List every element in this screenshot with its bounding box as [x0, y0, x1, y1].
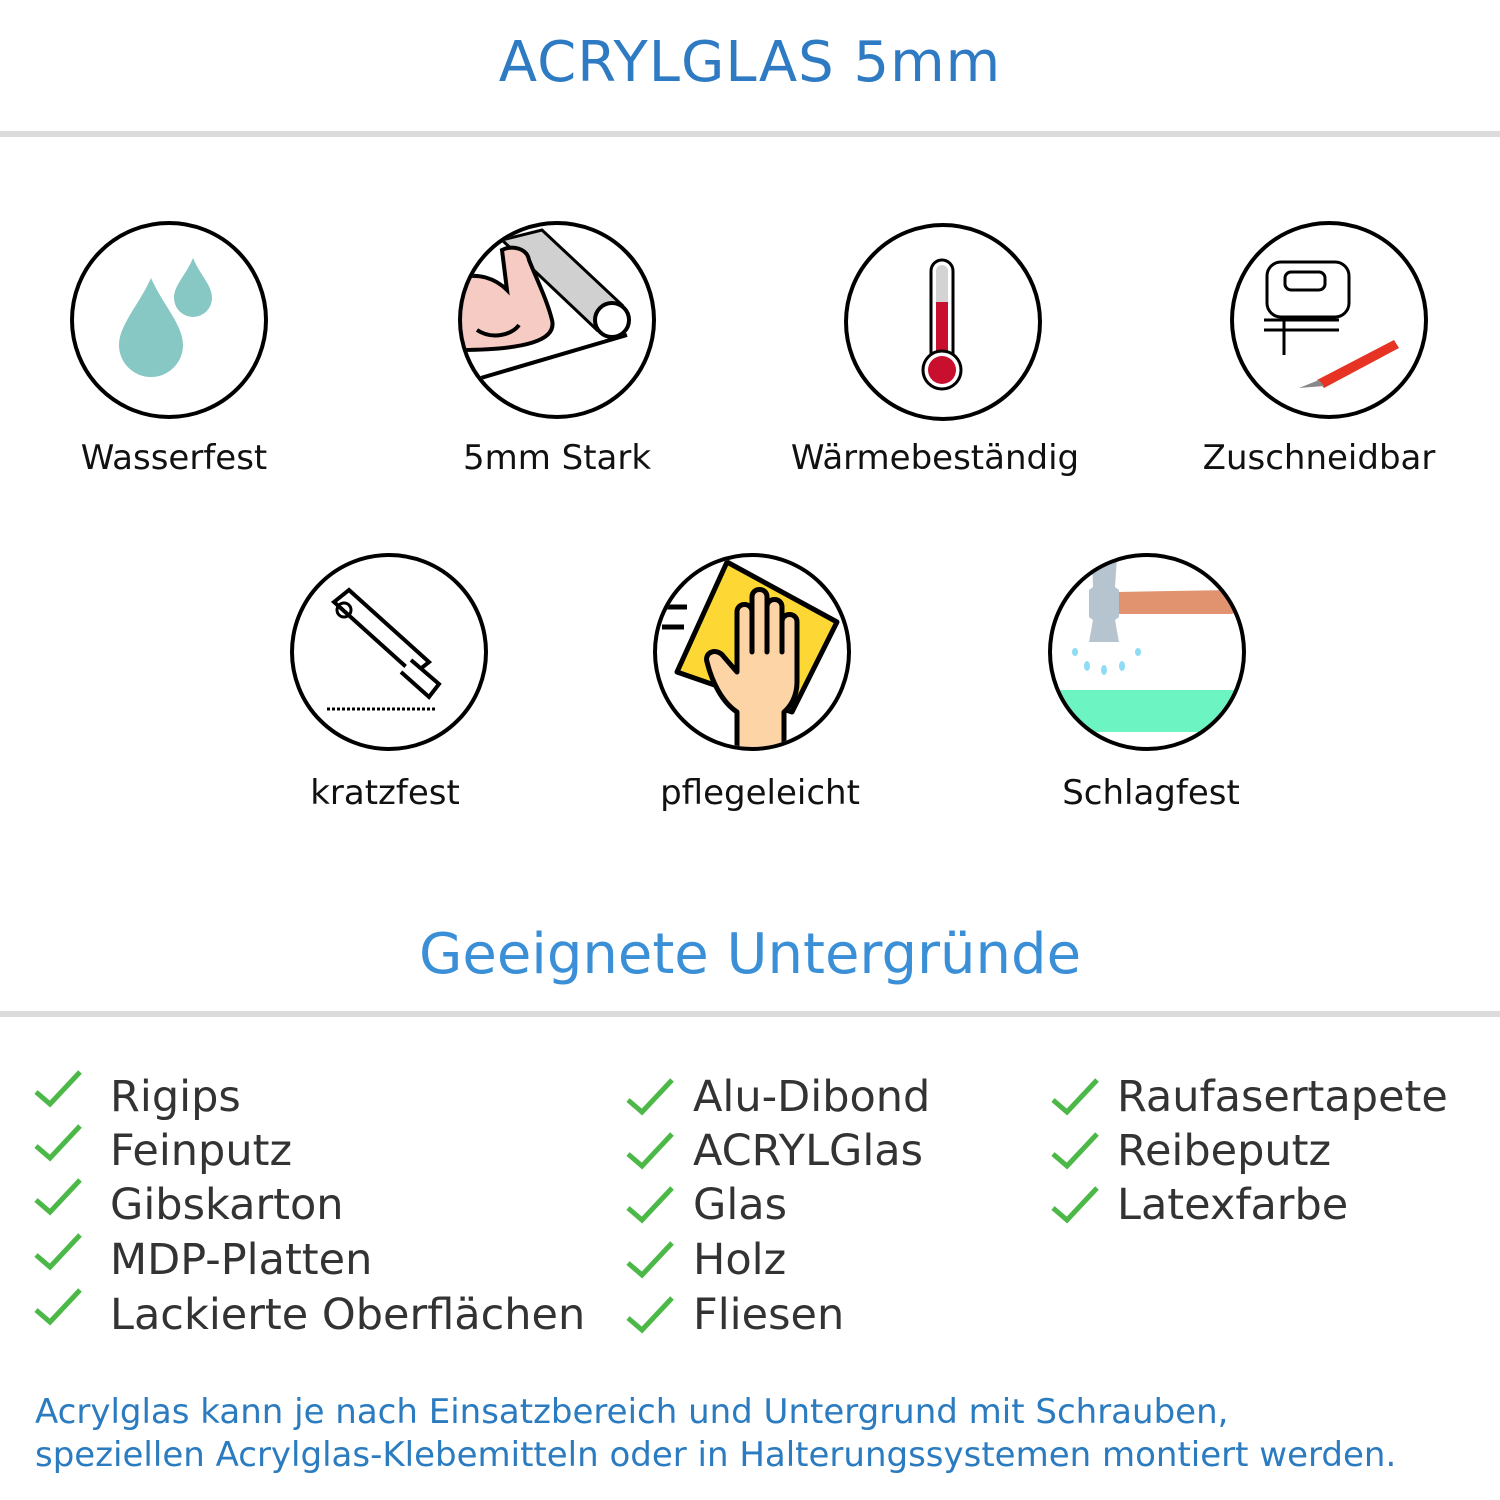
surface-item: Rigips	[110, 1072, 241, 1122]
surface-item: Feinputz	[110, 1126, 293, 1176]
footer-text-line2: speziellen Acrylglas-Klebemitteln oder i…	[35, 1435, 1397, 1475]
feature-label: 5mm Stark	[462, 438, 652, 478]
checkmark-icon	[34, 1233, 82, 1271]
checkmark-icon	[34, 1124, 82, 1162]
surface-item: Glas	[693, 1180, 788, 1230]
strong-arm-icon	[458, 221, 656, 419]
jigsaw-icon	[1230, 221, 1428, 419]
thermometer-icon	[844, 223, 1042, 421]
checkmark-icon	[34, 1070, 82, 1108]
divider	[0, 1011, 1500, 1017]
checkmark-icon	[1051, 1186, 1099, 1224]
surface-item: MDP-Platten	[110, 1235, 373, 1285]
checkmark-icon	[626, 1186, 674, 1224]
feature-label: Zuschneidbar	[1202, 438, 1436, 478]
checkmark-icon	[34, 1288, 82, 1326]
checkmark-icon	[626, 1132, 674, 1170]
cutter-knife-icon	[290, 553, 488, 751]
checkmark-icon	[626, 1241, 674, 1279]
surface-item: Gibskarton	[110, 1180, 344, 1230]
feature-label: Wasserfest	[80, 438, 268, 478]
divider	[0, 131, 1500, 137]
surfaces-title: Geeignete Untergründe	[418, 922, 1082, 987]
surface-item: Alu-Dibond	[693, 1072, 931, 1122]
feature-label: pflegeleicht	[660, 773, 860, 813]
surface-item: Fliesen	[693, 1290, 845, 1340]
surface-item: Latexfarbe	[1117, 1180, 1349, 1230]
checkmark-icon	[626, 1078, 674, 1116]
surface-item: Reibeputz	[1117, 1126, 1332, 1176]
surface-item: Raufasertapete	[1117, 1072, 1448, 1122]
page-title: ACRYLGLAS 5mm	[498, 30, 1002, 95]
checkmark-icon	[1051, 1078, 1099, 1116]
footer-text-line1: Acrylglas kann je nach Einsatzbereich un…	[35, 1392, 1229, 1432]
hammer-icon	[1048, 553, 1246, 751]
surface-item: Holz	[693, 1235, 787, 1285]
checkmark-icon	[626, 1296, 674, 1334]
feature-label: Wärmebeständig	[790, 438, 1080, 478]
surface-item: Lackierte Oberflächen	[110, 1290, 586, 1340]
cleaning-hand-icon	[653, 553, 851, 751]
checkmark-icon	[34, 1178, 82, 1216]
checkmark-icon	[1051, 1132, 1099, 1170]
water-drops-icon	[70, 221, 268, 419]
feature-label: kratzfest	[310, 773, 460, 813]
surface-item: ACRYLGlas	[693, 1126, 924, 1176]
feature-label: Schlagfest	[1062, 773, 1240, 813]
